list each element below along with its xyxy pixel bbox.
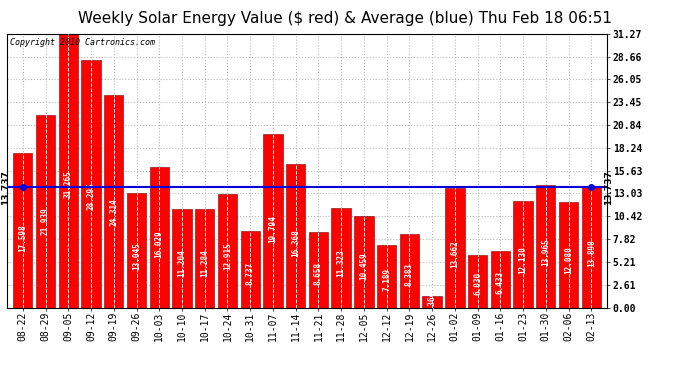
Text: 11.284: 11.284 <box>200 249 209 277</box>
Text: 17.598: 17.598 <box>19 224 28 252</box>
Text: 24.314: 24.314 <box>109 198 118 226</box>
Text: 12.130: 12.130 <box>519 246 528 274</box>
Bar <box>195 209 215 308</box>
Text: 16.368: 16.368 <box>291 229 300 257</box>
Text: 13.737: 13.737 <box>1 170 10 205</box>
Text: 13.045: 13.045 <box>132 242 141 270</box>
Bar <box>377 244 396 308</box>
Text: 11.204: 11.204 <box>177 249 186 277</box>
Bar <box>491 251 510 308</box>
Bar <box>582 186 601 308</box>
Text: 28.295: 28.295 <box>86 182 95 210</box>
Bar <box>308 232 328 308</box>
Bar <box>468 255 487 308</box>
Text: 8.383: 8.383 <box>405 263 414 286</box>
Bar <box>536 185 555 308</box>
Bar <box>513 201 533 308</box>
Text: 13.890: 13.890 <box>586 239 595 267</box>
Text: 6.433: 6.433 <box>496 271 505 294</box>
Text: 8.658: 8.658 <box>314 262 323 285</box>
Text: 12.080: 12.080 <box>564 246 573 274</box>
Text: 11.323: 11.323 <box>337 249 346 277</box>
Text: 8.737: 8.737 <box>246 261 255 285</box>
Text: 13.662: 13.662 <box>451 240 460 267</box>
Text: 12.915: 12.915 <box>223 243 232 270</box>
Bar <box>286 164 306 308</box>
Bar <box>422 296 442 307</box>
Text: Weekly Solar Energy Value ($ red) & Average (blue) Thu Feb 18 06:51: Weekly Solar Energy Value ($ red) & Aver… <box>78 11 612 26</box>
Text: 13.965: 13.965 <box>542 238 551 266</box>
Bar <box>127 193 146 308</box>
Bar <box>559 202 578 308</box>
Bar <box>172 209 192 308</box>
Bar <box>36 116 55 308</box>
Text: 6.030: 6.030 <box>473 272 482 295</box>
Bar <box>104 94 124 308</box>
Text: 16.029: 16.029 <box>155 231 164 258</box>
Text: 13.737: 13.737 <box>604 170 613 205</box>
Bar <box>331 209 351 308</box>
Bar <box>354 216 373 308</box>
Bar <box>81 60 101 308</box>
Bar <box>150 167 169 308</box>
Text: 10.459: 10.459 <box>359 252 368 280</box>
Bar <box>400 234 419 308</box>
Text: 7.189: 7.189 <box>382 268 391 291</box>
Text: Copyright 2010 Cartronics.com: Copyright 2010 Cartronics.com <box>10 38 155 47</box>
Bar <box>241 231 260 308</box>
Bar <box>59 34 78 308</box>
Bar <box>445 188 464 308</box>
Bar <box>264 134 283 308</box>
Text: 1.364: 1.364 <box>428 291 437 314</box>
Bar <box>218 194 237 308</box>
Text: 19.794: 19.794 <box>268 216 277 243</box>
Text: 21.939: 21.939 <box>41 207 50 235</box>
Text: 31.265: 31.265 <box>63 171 72 198</box>
Bar <box>13 153 32 308</box>
